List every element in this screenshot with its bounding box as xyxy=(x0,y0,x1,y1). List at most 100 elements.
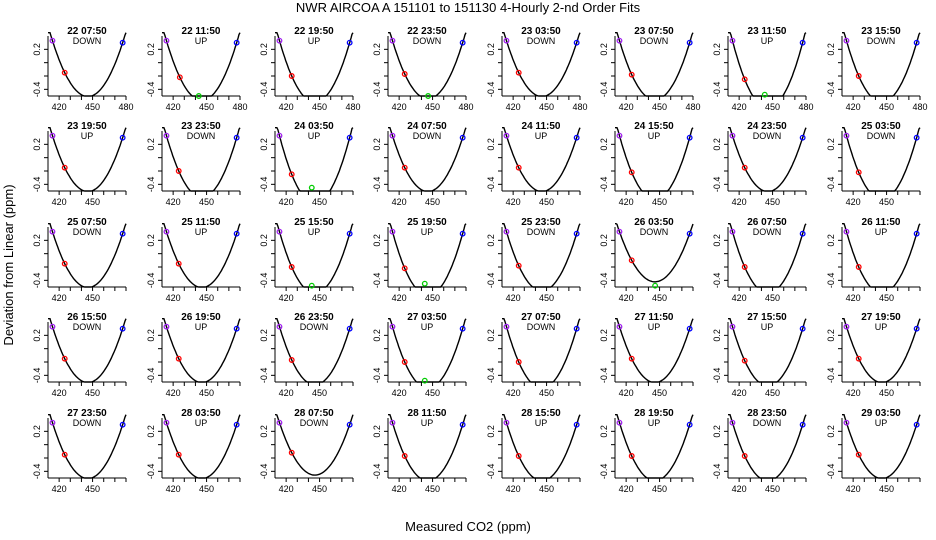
data-point xyxy=(573,39,580,46)
direction-label: DOWN xyxy=(753,418,782,428)
x-tick-label: 450 xyxy=(312,484,327,494)
direction-label: UP xyxy=(648,322,661,332)
panel-title: 24 03:50 xyxy=(294,121,334,132)
y-tick-label: 0.2 xyxy=(372,43,382,56)
data-point xyxy=(515,359,522,365)
data-point xyxy=(628,257,635,264)
y-axis-label: Deviation from Linear (ppm) xyxy=(1,184,16,345)
x-tick-label: 420 xyxy=(52,197,67,207)
data-point xyxy=(628,453,635,459)
panel-title: 27 15:50 xyxy=(747,312,787,323)
data-point xyxy=(119,134,126,141)
direction-label: UP xyxy=(421,418,434,428)
direction-label: UP xyxy=(761,36,774,46)
y-tick-label: 0.2 xyxy=(32,425,42,438)
x-tick-label: 420 xyxy=(846,484,861,494)
fit-curve xyxy=(48,318,127,383)
fit-curve xyxy=(162,414,241,479)
direction-label: DOWN xyxy=(73,227,102,237)
data-point xyxy=(799,230,806,237)
y-tick-label: 0.2 xyxy=(712,43,722,56)
y-tick-label: -0.4 xyxy=(32,177,42,193)
data-point xyxy=(49,132,56,139)
y-tick-label: -0.4 xyxy=(599,273,609,289)
y-tick-label: 0.2 xyxy=(826,234,836,247)
panel-title: 23 07:50 xyxy=(634,26,674,37)
fit-curve xyxy=(728,223,807,288)
data-point xyxy=(233,325,240,332)
x-tick-label: 450 xyxy=(85,388,100,398)
x-axis-label: Measured CO2 (ppm) xyxy=(405,519,531,534)
panel-title: 27 19:50 xyxy=(861,312,901,323)
x-tick-label: 450 xyxy=(539,293,554,303)
x-tick-label: 450 xyxy=(425,197,440,207)
data-point xyxy=(288,357,295,363)
panel-title: 27 03:50 xyxy=(407,312,447,323)
x-tick-label: 420 xyxy=(732,102,747,112)
x-tick-label: 450 xyxy=(879,102,894,112)
direction-label: DOWN xyxy=(527,36,556,46)
panel-title: 22 23:50 xyxy=(407,26,447,37)
data-point xyxy=(515,262,522,269)
y-tick-label: 0.2 xyxy=(826,329,836,342)
data-point xyxy=(686,39,693,46)
data-point xyxy=(913,230,920,237)
x-tick-label: 420 xyxy=(846,388,861,398)
x-tick-label: 420 xyxy=(506,197,521,207)
y-tick-label: 0.2 xyxy=(486,234,496,247)
panel-title: 24 23:50 xyxy=(747,121,787,132)
x-tick-label: 450 xyxy=(652,388,667,398)
y-tick-label: 0.2 xyxy=(712,329,722,342)
data-point xyxy=(276,228,283,235)
y-tick-label: -0.4 xyxy=(32,273,42,289)
x-tick-label: 450 xyxy=(199,102,214,112)
x-tick-label: 450 xyxy=(312,388,327,398)
data-point xyxy=(515,164,522,171)
x-tick-label: 450 xyxy=(879,293,894,303)
data-point xyxy=(288,171,295,178)
data-point xyxy=(503,228,510,235)
x-tick-label: 420 xyxy=(732,293,747,303)
direction-label: UP xyxy=(308,36,321,46)
direction-label: DOWN xyxy=(753,227,782,237)
panel-title: 24 11:50 xyxy=(522,121,561,132)
x-tick-label: 450 xyxy=(652,102,667,112)
x-tick-label: 420 xyxy=(392,484,407,494)
direction-label: UP xyxy=(535,131,548,141)
x-tick-label: 450 xyxy=(765,102,780,112)
panel-title: 28 07:50 xyxy=(294,408,334,419)
data-point xyxy=(175,451,182,458)
direction-label: UP xyxy=(535,418,548,428)
x-tick-label: 450 xyxy=(879,484,894,494)
y-tick-label: -0.4 xyxy=(372,177,382,193)
y-tick-label: 0.2 xyxy=(32,234,42,247)
direction-label: DOWN xyxy=(640,36,669,46)
panel-title: 23 03:50 xyxy=(521,26,561,37)
x-tick-label: 450 xyxy=(85,197,100,207)
data-point xyxy=(401,265,408,272)
data-point xyxy=(729,132,736,139)
data-point xyxy=(276,323,283,330)
data-point xyxy=(61,260,68,267)
panel-title: 25 11:50 xyxy=(182,217,221,228)
data-point xyxy=(421,377,428,384)
x-tick-label: 450 xyxy=(539,102,554,112)
data-point xyxy=(843,228,850,235)
fit-curve xyxy=(275,32,354,97)
x-tick-label: 450 xyxy=(312,102,327,112)
y-tick-label: -0.4 xyxy=(486,82,496,98)
x-tick-label: 450 xyxy=(652,484,667,494)
x-tick-label: 420 xyxy=(846,293,861,303)
y-tick-label: 0.2 xyxy=(599,329,609,342)
data-point xyxy=(61,69,68,76)
x-tick-label: 480 xyxy=(458,102,473,112)
